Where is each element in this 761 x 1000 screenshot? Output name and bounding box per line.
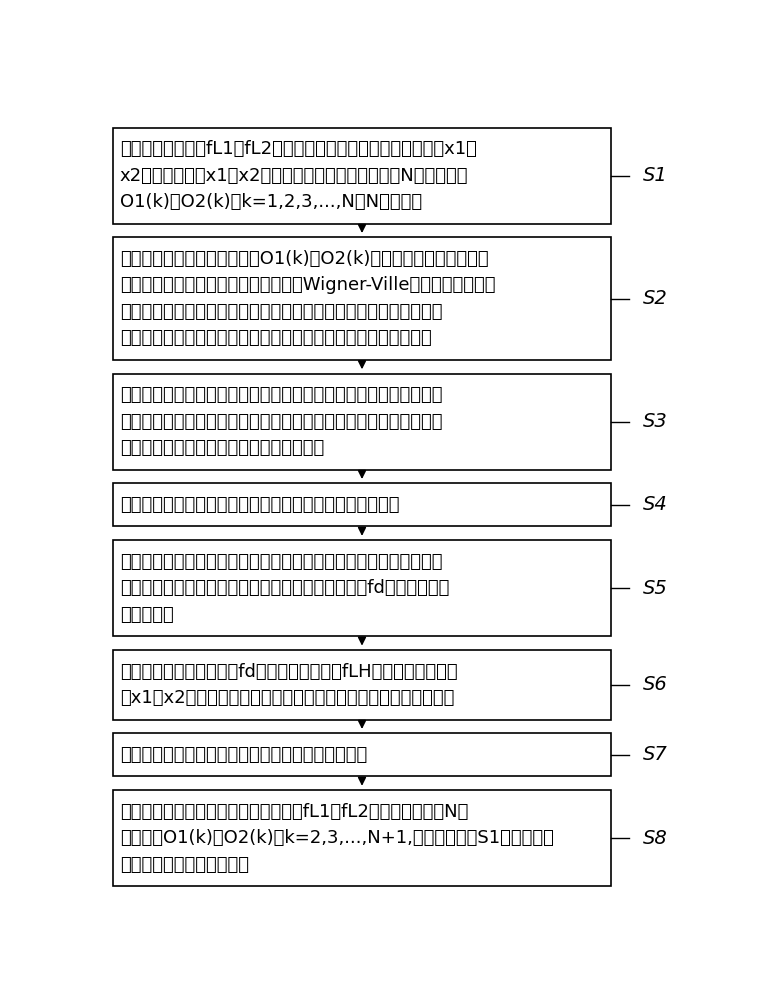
Text: 将瞬时频率搜索范围的时频图像进行空间变换，在变换结果中进行二: 将瞬时频率搜索范围的时频图像进行空间变换，在变换结果中进行二 [120,553,442,571]
Text: O1(k)与O2(k)，k=1,2,3,...,N，N为正整数: O1(k)与O2(k)，k=1,2,3,...,N，N为正整数 [120,193,422,211]
Text: 对时频图像在瞬时频率搜索范围内的部分进行时频峰值滤波: 对时频图像在瞬时频率搜索范围内的部分进行时频峰值滤波 [120,496,400,514]
Text: 根据当前载波多普勒频率fd确定本地变动载波fLH，选择所述解调信: 根据当前载波多普勒频率fd确定本地变动载波fLH，选择所述解调信 [120,663,457,681]
Text: 若在时频图像中的瞬时频率曲线不完整，则拼接两幅时频图像，若在: 若在时频图像中的瞬时频率曲线不完整，则拼接两幅时频图像，若在 [120,386,442,404]
Text: x2，对解调信号x1和x2分段进行相关积分，产生两个N点离散信号: x2，对解调信号x1和x2分段进行相关积分，产生两个N点离散信号 [120,167,469,185]
Text: 号x1和x2中包含变动载波的信号进行二次解调，以剥离载波多普勒: 号x1和x2中包含变动载波的信号进行二次解调，以剥离载波多普勒 [120,689,454,707]
Text: S2: S2 [643,289,668,308]
Bar [113,650,611,720]
Text: 检测二次解调的载波相位残差以实现载波相位的跟踪: 检测二次解调的载波相位残差以实现载波相位的跟踪 [120,746,367,764]
Text: 曲线的时频图像或两幅分别包含瞬时频率曲线的一部分的时频图像: 曲线的时频图像或两幅分别包含瞬时频率曲线的一部分的时频图像 [120,329,431,347]
Text: S8: S8 [643,829,668,848]
Text: S3: S3 [643,412,668,431]
Text: 一幅时频图像中的瞬时频率曲线完整则无需拼接，根据上一次检测到: 一幅时频图像中的瞬时频率曲线完整则无需拼接，根据上一次检测到 [120,413,442,431]
Bar [113,790,611,886]
Text: S1: S1 [643,166,668,185]
Text: S7: S7 [643,745,668,764]
Bar [113,733,611,776]
Text: 新并保持对载波信号的跟踪: 新并保持对载波信号的跟踪 [120,856,249,874]
Bar [113,128,611,224]
Text: S4: S4 [643,495,668,514]
Text: 离散信号O1(k)与O2(k)，k=2,3,...,N+1,返回执行步骤S1以使环路更: 离散信号O1(k)与O2(k)，k=2,3,...,N+1,返回执行步骤S1以使… [120,829,554,847]
Text: 的多普勒频率变化率确定瞬时频率搜索范围: 的多普勒频率变化率确定瞬时频率搜索范围 [120,439,324,457]
Text: 确定本地稳定载波fL1和fL2，对中频信号进行解调产生解调信号x1和: 确定本地稳定载波fL1和fL2，对中频信号进行解调产生解调信号x1和 [120,140,477,158]
Bar [113,540,611,636]
Text: 根据当前跟踪频率从离散信号O1(k)与O2(k)中选取具有载波的信号，: 根据当前跟踪频率从离散信号O1(k)与O2(k)中选取具有载波的信号， [120,250,489,268]
Text: S6: S6 [643,675,668,694]
Text: 消除离散信号中的导航比特翻转并计算Wigner-Ville变换，得到离散信: 消除离散信号中的导航比特翻转并计算Wigner-Ville变换，得到离散信 [120,276,495,294]
Text: S5: S5 [643,579,668,598]
Text: 号的时频分布，对时频分布进行归一化，生成一幅包含完整瞬时频率: 号的时频分布，对时频分布进行归一化，生成一幅包含完整瞬时频率 [120,303,442,321]
Text: 频率变化率: 频率变化率 [120,606,174,624]
Bar [113,483,611,526]
Text: 维峰值搜索，根据峰值位置估计当前载波多普勒频率fd与载波多普勒: 维峰值搜索，根据峰值位置估计当前载波多普勒频率fd与载波多普勒 [120,579,449,597]
Bar [113,374,611,470]
Text: 根据当前多普勒频率切换本地稳定载波fL1和fL2，产生两个新的N点: 根据当前多普勒频率切换本地稳定载波fL1和fL2，产生两个新的N点 [120,803,468,821]
Bar [113,237,611,360]
